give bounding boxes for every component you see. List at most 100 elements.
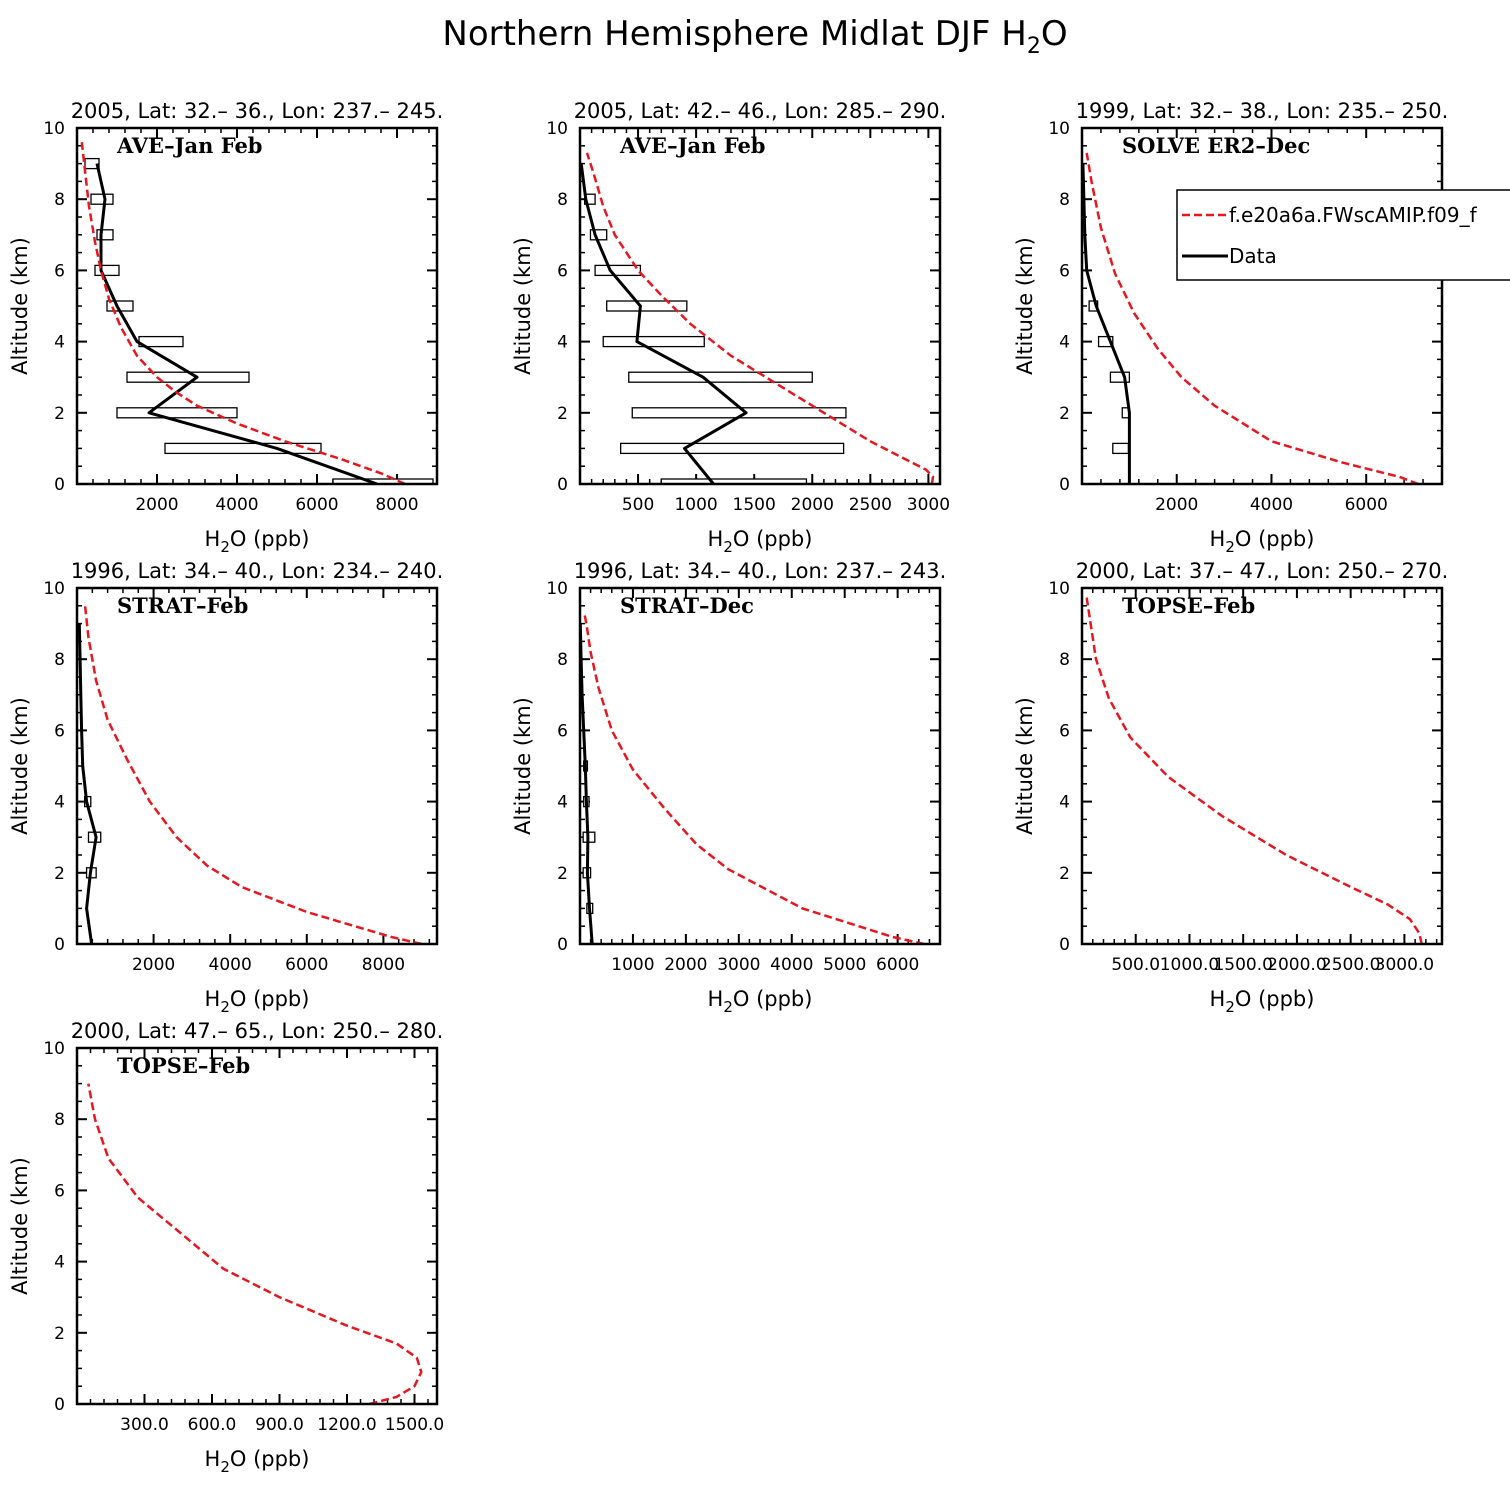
panel-4: 1996, Lat: 34.– 40., Lon: 234.– 240. 2000… <box>8 559 443 1016</box>
x-axis-label-main: H <box>1210 527 1226 551</box>
panel-1: 2005, Lat: 32.– 36., Lon: 237.– 245. 2000… <box>8 99 443 556</box>
y-tick-label: 2 <box>557 404 568 424</box>
x-tick-label: 500 <box>622 495 654 515</box>
panel-title: 2005, Lat: 42.– 46., Lon: 285.– 290. <box>574 99 947 123</box>
x-tick-label: 2000 <box>132 955 175 975</box>
x-tick-label: 2000 <box>664 955 707 975</box>
model-series-line <box>83 602 422 944</box>
main-title-text: Northern Hemisphere Midlat DJF H <box>442 14 1026 54</box>
panel-title: 1996, Lat: 34.– 40., Lon: 234.– 240. <box>71 559 444 583</box>
x-axis-label: H2O (ppb) <box>1210 527 1315 556</box>
x-tick-label: 8000 <box>362 955 405 975</box>
plot-frame <box>1080 126 1444 486</box>
x-tick-label: 2500.0 <box>1321 955 1380 975</box>
plot-frame <box>1080 586 1444 946</box>
x-axis-label-end: O (ppb) <box>230 1447 310 1471</box>
x-axis-label-subscript: 2 <box>220 998 230 1016</box>
y-tick-label: 10 <box>43 119 65 139</box>
model-series-line <box>1085 594 1423 944</box>
x-axis-label-subscript: 2 <box>1225 998 1235 1016</box>
campaign-label: TOPSE–Feb <box>117 1053 250 1078</box>
x-tick-label: 1000.0 <box>1160 955 1219 975</box>
y-tick-label: 0 <box>54 1395 65 1415</box>
y-tick-label: 6 <box>1059 721 1070 741</box>
panel-title: 1999, Lat: 32.– 38., Lon: 235.– 250. <box>1076 99 1449 123</box>
x-tick-label: 6000 <box>295 495 338 515</box>
y-tick-label: 6 <box>54 261 65 281</box>
y-tick-label: 8 <box>1059 650 1070 670</box>
model-series-line <box>1085 152 1419 484</box>
y-tick-label: 6 <box>557 261 568 281</box>
plot-frame <box>75 126 439 486</box>
y-tick-label: 4 <box>557 793 568 813</box>
plot-area <box>80 142 434 484</box>
model-series-line <box>80 142 406 484</box>
plot-area <box>580 152 935 484</box>
x-axis-label-main: H <box>1210 987 1226 1011</box>
x-tick-label: 2500 <box>849 495 892 515</box>
y-tick-label: 4 <box>54 1253 65 1273</box>
campaign-label: STRAT–Dec <box>620 593 754 618</box>
data-range-box <box>606 300 688 312</box>
data-series-line <box>580 163 748 484</box>
plot-frame <box>578 586 942 946</box>
y-tick-label: 8 <box>54 190 65 210</box>
data-range-box <box>1109 371 1131 383</box>
y-tick-label: 8 <box>54 1110 65 1130</box>
main-title: Northern Hemisphere Midlat DJF H2O <box>442 14 1067 59</box>
model-series-line <box>87 1083 423 1404</box>
y-tick-label: 10 <box>1048 119 1070 139</box>
x-tick-label: 4000 <box>209 955 252 975</box>
x-axis-label-subscript: 2 <box>220 538 230 556</box>
main-title-end: O <box>1041 14 1068 54</box>
y-axis-label: Altitude (km) <box>8 237 32 375</box>
y-tick-label: 8 <box>54 650 65 670</box>
y-tick-label: 2 <box>54 864 65 884</box>
x-axis-label-end: O (ppb) <box>733 987 813 1011</box>
y-tick-label: 0 <box>557 475 568 495</box>
x-tick-label: 500.0 <box>1111 955 1160 975</box>
plot-area <box>1082 152 1419 484</box>
x-axis-label-end: O (ppb) <box>230 987 310 1011</box>
x-axis-label-end: O (ppb) <box>1235 987 1315 1011</box>
x-tick-label: 8000 <box>375 495 418 515</box>
data-range-box <box>619 442 845 455</box>
y-tick-label: 4 <box>54 333 65 353</box>
plot-frame <box>578 126 942 486</box>
x-tick-label: 600.0 <box>188 1415 237 1435</box>
plot-area <box>580 612 925 944</box>
data-range-box <box>1112 442 1130 455</box>
data-range-box <box>84 157 100 170</box>
legend-box <box>1176 189 1510 281</box>
data-series-line <box>77 623 98 944</box>
x-tick-label: 2000.0 <box>1267 955 1326 975</box>
x-axis-label-subscript: 2 <box>723 538 733 556</box>
x-axis-label-main: H <box>708 987 724 1011</box>
y-tick-label: 4 <box>1059 793 1070 813</box>
x-tick-label: 2000 <box>1155 495 1198 515</box>
x-axis-label-main: H <box>205 527 221 551</box>
y-axis-label: Altitude (km) <box>511 697 535 835</box>
y-tick-label: 0 <box>1059 475 1070 495</box>
x-axis-label-main: H <box>205 1447 221 1471</box>
y-tick-label: 2 <box>54 1324 65 1344</box>
y-tick-label: 4 <box>557 333 568 353</box>
panel-3: 1999, Lat: 32.– 38., Lon: 235.– 250. 2000… <box>1013 99 1510 556</box>
model-series-line <box>582 612 925 944</box>
x-axis-label: H2O (ppb) <box>708 527 813 556</box>
plot-frame <box>75 586 439 946</box>
x-tick-label: 1500.0 <box>385 1415 444 1435</box>
y-tick-label: 2 <box>1059 404 1070 424</box>
plot-area <box>77 602 422 944</box>
x-tick-label: 1000 <box>611 955 654 975</box>
data-range-box <box>116 407 238 419</box>
y-tick-label: 2 <box>1059 864 1070 884</box>
x-tick-label: 3000 <box>717 955 760 975</box>
plot-area <box>87 1083 423 1404</box>
x-tick-label: 1200.0 <box>317 1415 376 1435</box>
y-tick-label: 10 <box>546 579 568 599</box>
y-axis-label: Altitude (km) <box>1013 237 1037 375</box>
x-axis-label-main: H <box>708 527 724 551</box>
x-axis-label-end: O (ppb) <box>1235 527 1315 551</box>
x-axis-label-end: O (ppb) <box>733 527 813 551</box>
